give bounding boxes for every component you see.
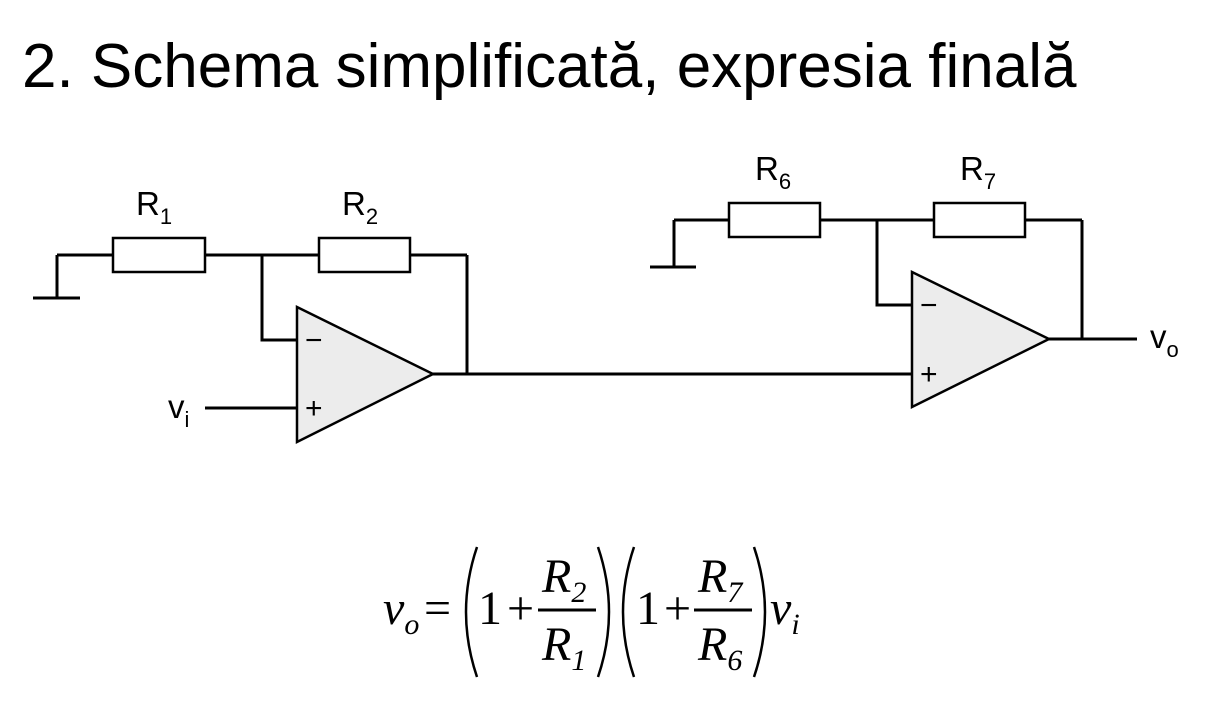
formula-one-1: 1	[478, 582, 502, 635]
formula-frac1-denominator: R1	[541, 618, 586, 677]
formula-equals: =	[424, 582, 451, 635]
opamp-2-noninverting-sign: +	[920, 358, 938, 391]
left-paren-1	[466, 547, 477, 677]
output-label-vo: vo	[1150, 318, 1179, 362]
formula-frac2-numerator: R7	[697, 550, 744, 609]
opamp-1-noninverting-sign: +	[305, 392, 323, 425]
formula-frac1-numerator: R2	[541, 550, 586, 609]
gain-formula: vo = 1 + R2 R1 1 + R7 R6 vi	[383, 547, 800, 677]
stage-1-wires	[57, 255, 912, 408]
resistor-r6-label: R6	[755, 150, 791, 194]
resistor-r7-label: R7	[960, 150, 996, 194]
resistor-r6	[729, 203, 820, 237]
formula-lhs: vo	[383, 582, 419, 641]
formula-one-2: 1	[636, 582, 660, 635]
opamp-2-inverting-sign: −	[920, 289, 938, 322]
formula-plus-1: +	[507, 582, 534, 635]
ground-symbol-2	[650, 220, 696, 267]
stage-2: R6 R7 − + vo	[650, 150, 1179, 407]
resistor-r7	[934, 203, 1025, 237]
resistor-r1-label: R1	[136, 185, 172, 229]
right-paren-1	[598, 547, 609, 677]
input-label-vi: vi	[168, 388, 189, 432]
resistor-r2	[319, 238, 410, 272]
right-paren-2	[754, 547, 765, 677]
formula-plus-2: +	[664, 582, 691, 635]
left-paren-2	[623, 547, 634, 677]
formula-rhs: vi	[770, 582, 800, 641]
resistor-r2-label: R2	[342, 185, 378, 229]
ground-symbol-1	[33, 255, 80, 298]
opamp-1-inverting-sign: −	[305, 324, 323, 357]
resistor-r1	[113, 238, 205, 272]
formula-frac2-denominator: R6	[697, 618, 742, 677]
